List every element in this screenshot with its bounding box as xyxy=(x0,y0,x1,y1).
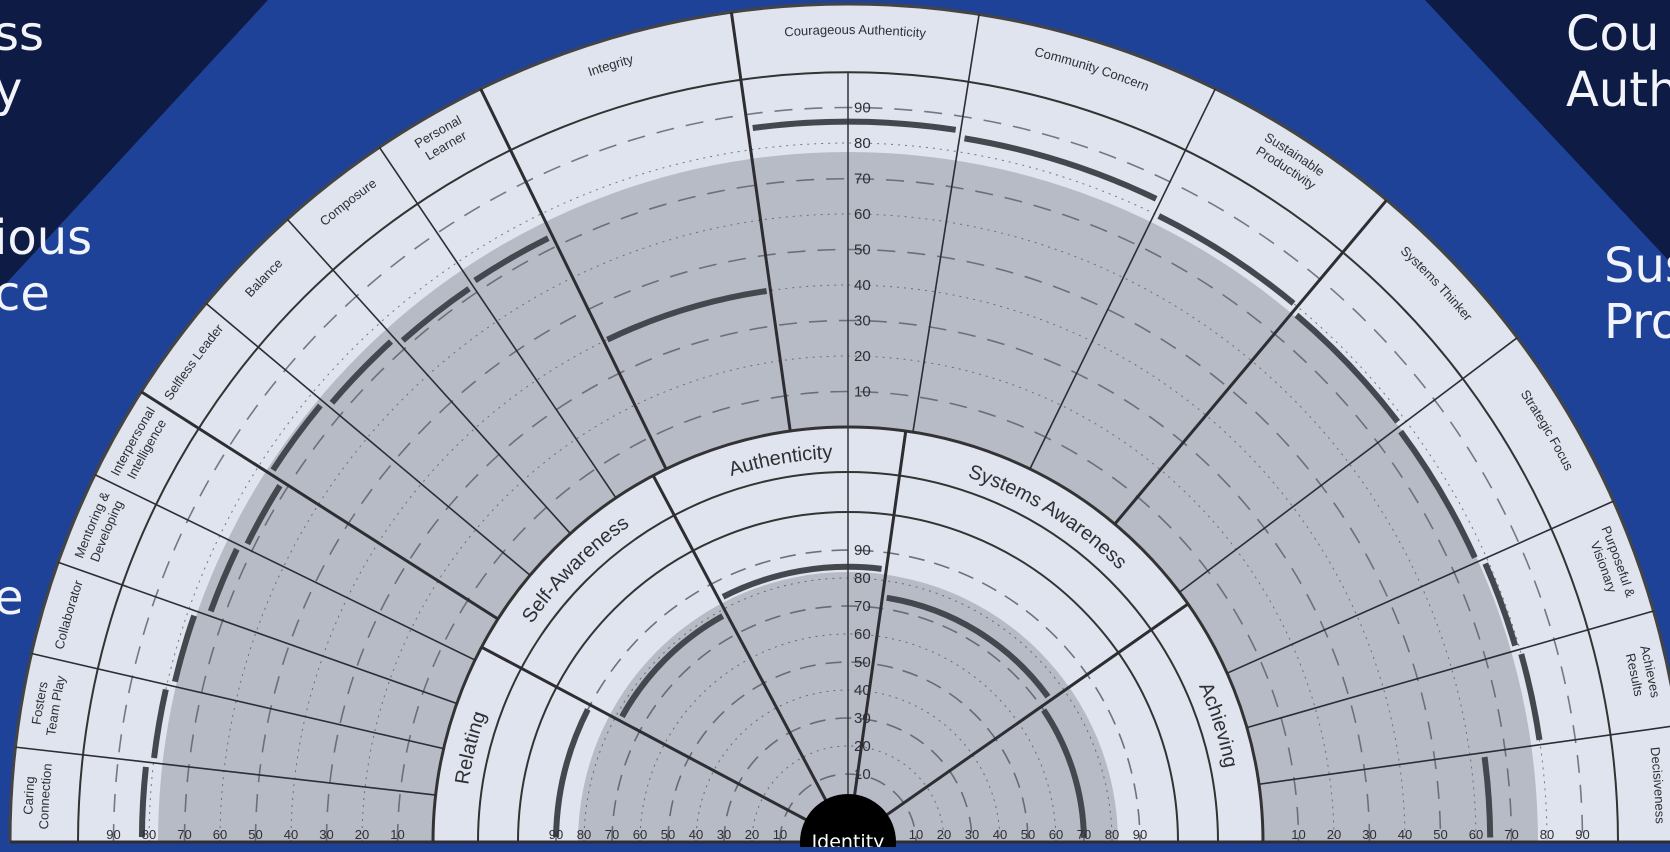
outer-score-bar xyxy=(172,614,198,683)
identity-label: Identity xyxy=(812,831,885,847)
outer-axis-tick-label: 60 xyxy=(854,206,871,223)
outer-score-bar xyxy=(138,766,149,838)
outer-score-bar xyxy=(1294,312,1401,424)
outer-tick-label-left: 80 xyxy=(142,827,156,842)
outer-score-bar xyxy=(270,403,323,472)
outer-tick-label-left: 60 xyxy=(213,827,227,842)
corner-panel-right xyxy=(1425,0,1670,262)
outer-tick-label-right: 40 xyxy=(1398,827,1412,842)
outer-axis-tick-label: 90 xyxy=(854,100,871,117)
outer-tick-label-right: 30 xyxy=(1362,827,1376,842)
corner-panel-left xyxy=(0,0,268,290)
inner-score-bar xyxy=(1041,708,1087,838)
side-label-left-1: ss y xyxy=(0,6,45,118)
outer-tick-label-right: 20 xyxy=(1327,827,1341,842)
inner-axis-tick-label: 70 xyxy=(854,598,871,615)
side-label-right-2: Sus Pro xyxy=(1604,238,1670,350)
outer-tick-label-right: 70 xyxy=(1504,827,1518,842)
outer-axis-tick-label: 30 xyxy=(854,313,871,330)
outer-tick-label-left: 90 xyxy=(106,827,120,842)
inner-tick-label-left: 50 xyxy=(661,827,675,842)
outer-score-bar xyxy=(752,118,957,133)
inner-axis-tick-label: 80 xyxy=(854,570,871,587)
inner-axis-tick-label: 50 xyxy=(854,654,871,671)
outer-score-bar xyxy=(151,688,169,759)
side-label-left-2: ious ce xyxy=(0,210,93,322)
inner-score-bar xyxy=(619,613,725,719)
identity-center xyxy=(800,794,896,852)
outer-axis-tick-label: 80 xyxy=(854,135,871,152)
outer-tick-label-left: 10 xyxy=(390,827,404,842)
outer-axis-tick-label: 50 xyxy=(854,242,871,259)
inner-tick-label-right: 70 xyxy=(1077,827,1091,842)
outer-score-bar xyxy=(329,339,394,405)
inner-tick-label-right: 60 xyxy=(1049,827,1063,842)
outer-score-bar xyxy=(1481,756,1494,838)
inner-tick-label-left: 30 xyxy=(717,827,731,842)
inner-axis-tick-label: 10 xyxy=(854,766,871,783)
outer-axis-tick-label: 20 xyxy=(854,348,871,365)
outer-tick-label-right: 10 xyxy=(1291,827,1305,842)
competency-label-17-0: Decisiveness xyxy=(1647,746,1667,824)
outer-score-bar xyxy=(1482,562,1519,647)
inner-tick-label-right: 40 xyxy=(993,827,1007,842)
inner-tick-label-right: 90 xyxy=(1133,827,1147,842)
inner-tick-label-left: 70 xyxy=(605,827,619,842)
inner-axis-tick-label: 60 xyxy=(854,626,871,643)
outer-tick-label-right: 90 xyxy=(1575,827,1589,842)
outer-tick-label-left: 50 xyxy=(248,827,262,842)
inner-axis-tick-label: 30 xyxy=(854,710,871,727)
inner-tick-label-left: 80 xyxy=(577,827,591,842)
inner-tick-label-right: 50 xyxy=(1021,827,1035,842)
competency-label-10-0: Courageous Authenticity xyxy=(784,22,927,41)
outer-score-bar xyxy=(473,235,550,283)
outer-axis-tick-label: 10 xyxy=(854,384,871,401)
inner-score-bar xyxy=(886,594,1051,699)
outer-score-bar xyxy=(207,547,240,613)
inner-tick-label-left: 40 xyxy=(689,827,703,842)
inner-tick-label-left: 20 xyxy=(745,827,759,842)
outer-axis-tick-label: 40 xyxy=(854,277,871,294)
outer-score-bar xyxy=(244,484,283,546)
side-label-left-3: e xyxy=(0,570,24,626)
outer-tick-label-right: 50 xyxy=(1433,827,1447,842)
inner-tick-label-right: 80 xyxy=(1105,827,1119,842)
inner-score-bar xyxy=(553,708,591,837)
outer-score-bar xyxy=(606,288,768,343)
outer-score-bar xyxy=(963,135,1158,202)
outer-score-bar xyxy=(1157,213,1296,306)
inner-tick-label-left: 90 xyxy=(549,827,563,842)
outer-tick-label-right: 60 xyxy=(1469,827,1483,842)
inner-tick-label-right: 20 xyxy=(937,827,951,842)
outer-score-zone xyxy=(158,152,1538,842)
inner-score-bar xyxy=(721,563,882,600)
competency-label-0-0: Caring xyxy=(20,776,37,815)
outer-tick-label-right: 80 xyxy=(1540,827,1554,842)
outer-tick-label-left: 20 xyxy=(355,827,369,842)
inner-axis-tick-label: 90 xyxy=(854,542,871,559)
outer-score-bar xyxy=(1518,653,1543,741)
inner-tick-label-left: 60 xyxy=(633,827,647,842)
outer-tick-label-left: 30 xyxy=(319,827,333,842)
side-label-right-1: Cou Auth xyxy=(1566,6,1670,118)
competency-label-0-1: Connection xyxy=(36,763,55,830)
outer-score-bar xyxy=(400,286,471,343)
outer-score-bar xyxy=(1398,429,1478,559)
outer-tick-label-left: 70 xyxy=(177,827,191,842)
outer-axis-tick-label: 70 xyxy=(854,171,871,188)
inner-tick-label-left: 10 xyxy=(773,827,787,842)
inner-tick-label-right: 30 xyxy=(965,827,979,842)
outer-tick-label-left: 40 xyxy=(284,827,298,842)
inner-axis-tick-label: 20 xyxy=(854,738,871,755)
inner-axis-tick-label: 40 xyxy=(854,682,871,699)
inner-tick-label-right: 10 xyxy=(909,827,923,842)
